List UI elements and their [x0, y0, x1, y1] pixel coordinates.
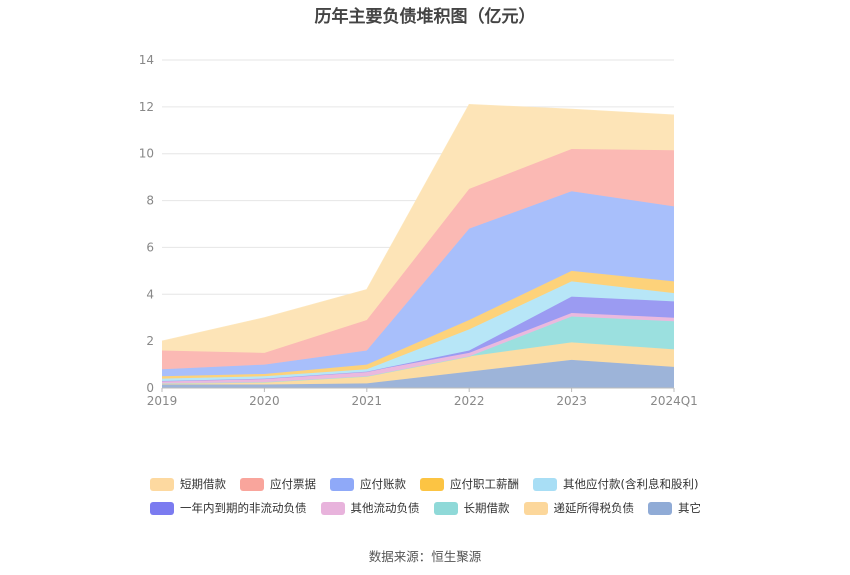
y-tick-label: 8: [146, 194, 154, 208]
legend-item[interactable]: 应付职工薪酬: [420, 476, 519, 492]
legend-label: 其他流动负债: [350, 501, 420, 515]
legend-label: 其它: [678, 501, 701, 515]
data-source-note: 数据来源：恒生聚源: [368, 549, 482, 564]
legend-row: 短期借款 应付票据 应付账款 应付职工薪酬 其他应付款(含利息和股利): [150, 472, 710, 496]
x-tick-label: 2022: [454, 394, 485, 408]
chart-plot: 0 2 4 6 8 10 12 14 2019 2020 2021 2022 2023 2024Q1: [139, 53, 698, 408]
legend-label: 其他应付款(含利息和股利): [563, 477, 699, 491]
y-tick-label: 0: [146, 381, 154, 395]
series-area: [162, 359, 674, 388]
x-tick-label: 2021: [352, 394, 383, 408]
series-area: [162, 296, 674, 381]
chart-legend: 短期借款 应付票据 应付账款 应付职工薪酬 其他应付款(含利息和股利) 一年内到期的非流动…: [150, 472, 710, 520]
y-tick-label: 10: [139, 147, 154, 161]
chart-title: 历年主要负债堆积图（亿元）: [314, 7, 536, 27]
legend-swatch: [433, 501, 458, 515]
legend-label: 长期借款: [463, 501, 510, 515]
x-tick-label: 2024Q1: [650, 394, 698, 408]
series-area: [162, 191, 674, 377]
legend-item[interactable]: 短期借款: [150, 476, 226, 492]
legend-item[interactable]: 其他流动负债: [320, 500, 420, 516]
legend-label: 应付账款: [360, 477, 406, 491]
series-edge: [161, 104, 675, 342]
legend-swatch: [240, 477, 264, 491]
legend-swatch: [330, 477, 354, 491]
y-tick-label: 12: [139, 100, 154, 114]
series-area: [162, 149, 674, 370]
legend-label: 递延所得税负债: [553, 501, 635, 515]
y-tick-label: 4: [146, 287, 154, 301]
series-area: [162, 104, 674, 353]
legend-label: 应付职工薪酬: [450, 477, 519, 491]
y-tick-label: 14: [139, 53, 154, 67]
legend-swatch: [320, 501, 345, 515]
legend-swatch: [420, 477, 444, 491]
legend-swatch: [533, 477, 557, 491]
legend-item[interactable]: 一年内到期的非流动负债: [150, 500, 307, 516]
x-tick-label: 2020: [249, 394, 280, 408]
x-tick-label: 2019: [147, 394, 178, 408]
legend-swatch: [648, 501, 672, 515]
legend-item[interactable]: 应付票据: [240, 476, 316, 492]
legend-item[interactable]: 应付账款: [330, 476, 406, 492]
legend-label: 一年内到期的非流动负债: [180, 501, 307, 515]
series-area: [162, 270, 674, 379]
legend-swatch: [150, 477, 174, 491]
y-tick-label: 2: [146, 334, 154, 348]
legend-swatch: [523, 501, 548, 515]
legend-item[interactable]: 长期借款: [433, 500, 510, 516]
series-area: [162, 316, 674, 384]
x-tick-label: 2023: [556, 394, 587, 408]
legend-item[interactable]: 递延所得税负债: [523, 500, 635, 516]
legend-item[interactable]: 其他应付款(含利息和股利): [533, 476, 698, 492]
series-area: [162, 281, 674, 381]
legend-row: 一年内到期的非流动负债 其他流动负债 长期借款 递延所得税负债 其它: [150, 496, 710, 520]
legend-label: 应付票据: [270, 477, 316, 491]
y-tick-label: 6: [146, 240, 154, 254]
legend-item[interactable]: 其它: [648, 500, 701, 516]
series-area: [162, 342, 674, 385]
legend-label: 短期借款: [180, 477, 226, 491]
legend-swatch: [150, 501, 174, 515]
